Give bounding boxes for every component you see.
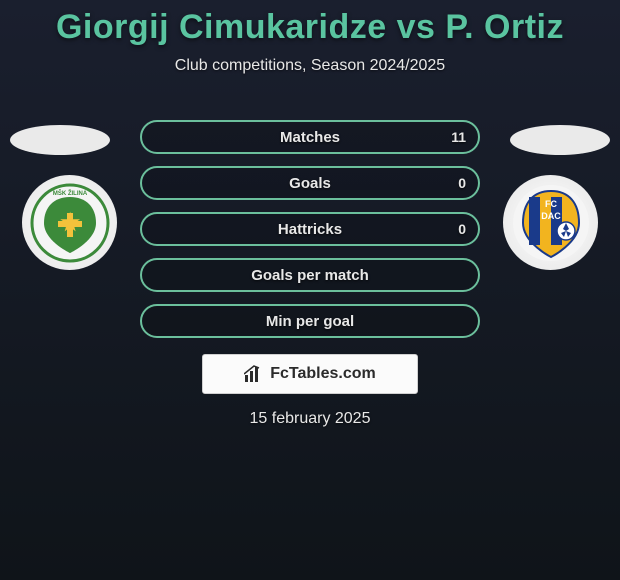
player-photo-left-placeholder: [10, 125, 110, 155]
svg-text:DAC: DAC: [541, 211, 561, 221]
page-title: Giorgij Cimukaridze vs P. Ortiz: [0, 0, 620, 47]
svg-text:FC: FC: [545, 199, 557, 209]
bar-chart-icon: [244, 365, 264, 383]
stat-rows: Matches 11 Goals 0 Hattricks 0 Goals per…: [140, 120, 480, 350]
stat-row-hattricks: Hattricks 0: [140, 212, 480, 246]
stat-label: Min per goal: [266, 313, 354, 330]
subtitle: Club competitions, Season 2024/2025: [0, 57, 620, 75]
stat-label: Goals: [289, 175, 331, 192]
stat-row-matches: Matches 11: [140, 120, 480, 154]
club-badge-left: MŠK ŽILINA: [22, 175, 117, 270]
branding-text: FcTables.com: [270, 365, 376, 383]
stat-value-right: 0: [458, 221, 466, 237]
msk-zilina-crest-icon: MŠK ŽILINA: [30, 183, 110, 263]
club-badge-right: FC DAC: [503, 175, 598, 270]
fc-dac-crest-icon: FC DAC: [511, 183, 591, 263]
stat-label: Matches: [280, 129, 340, 146]
stat-row-min-per-goal: Min per goal: [140, 304, 480, 338]
stat-row-goals-per-match: Goals per match: [140, 258, 480, 292]
stat-value-right: 0: [458, 175, 466, 191]
stat-label: Goals per match: [251, 267, 369, 284]
player-photo-right-placeholder: [510, 125, 610, 155]
stat-row-goals: Goals 0: [140, 166, 480, 200]
svg-text:MŠK ŽILINA: MŠK ŽILINA: [52, 189, 87, 197]
branding-box[interactable]: FcTables.com: [202, 354, 418, 394]
stat-value-right: 11: [451, 129, 466, 145]
stat-label: Hattricks: [278, 221, 342, 238]
date-line: 15 february 2025: [0, 410, 620, 428]
